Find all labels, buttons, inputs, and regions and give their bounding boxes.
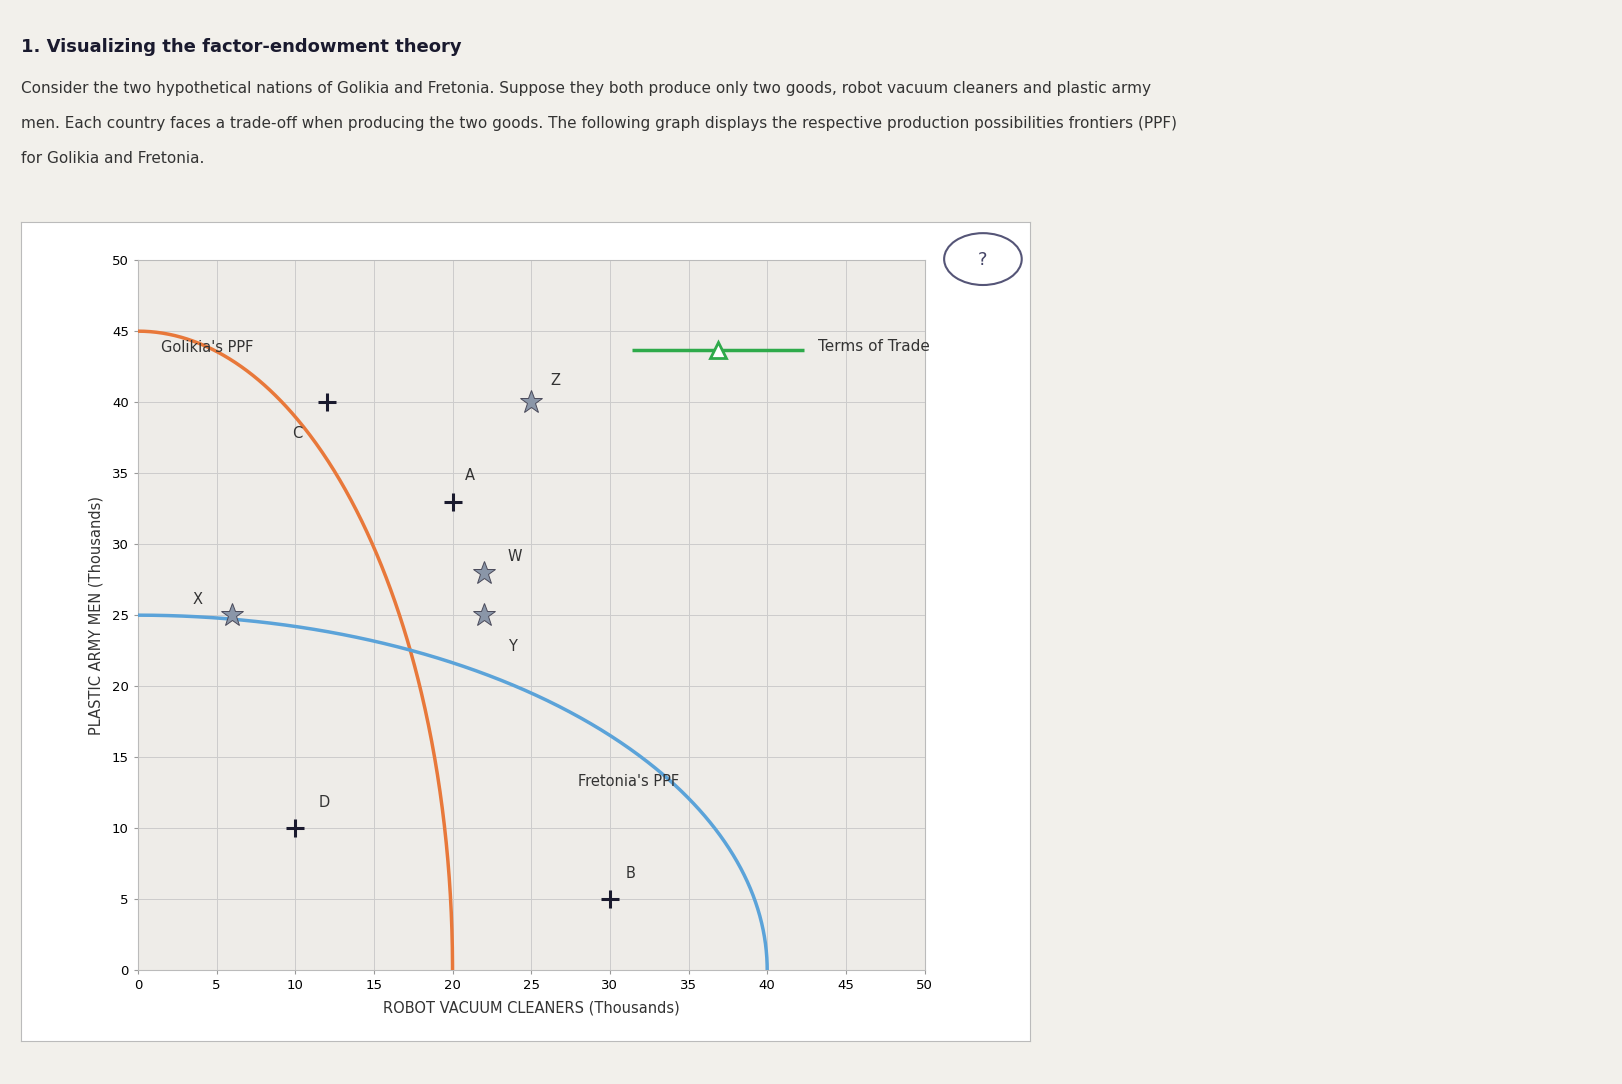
Text: Golikia's PPF: Golikia's PPF bbox=[162, 340, 255, 356]
Y-axis label: PLASTIC ARMY MEN (Thousands): PLASTIC ARMY MEN (Thousands) bbox=[89, 495, 104, 735]
Text: C: C bbox=[292, 426, 302, 441]
Text: B: B bbox=[626, 866, 636, 881]
Text: Fretonia's PPF: Fretonia's PPF bbox=[579, 774, 680, 788]
Text: X: X bbox=[193, 592, 203, 607]
Text: ?: ? bbox=[978, 251, 988, 269]
Text: Terms of Trade: Terms of Trade bbox=[819, 339, 931, 354]
Text: men. Each country faces a trade-off when producing the two goods. The following : men. Each country faces a trade-off when… bbox=[21, 116, 1178, 131]
Text: Z: Z bbox=[550, 373, 560, 388]
Text: Consider the two hypothetical nations of Golikia and Fretonia. Suppose they both: Consider the two hypothetical nations of… bbox=[21, 81, 1152, 96]
X-axis label: ROBOT VACUUM CLEANERS (Thousands): ROBOT VACUUM CLEANERS (Thousands) bbox=[383, 1001, 680, 1016]
Text: for Golikia and Fretonia.: for Golikia and Fretonia. bbox=[21, 151, 204, 166]
Text: A: A bbox=[466, 468, 475, 483]
Text: Y: Y bbox=[508, 638, 516, 654]
Text: D: D bbox=[320, 795, 329, 810]
Text: W: W bbox=[508, 550, 522, 564]
Text: 1. Visualizing the factor-endowment theory: 1. Visualizing the factor-endowment theo… bbox=[21, 38, 462, 56]
